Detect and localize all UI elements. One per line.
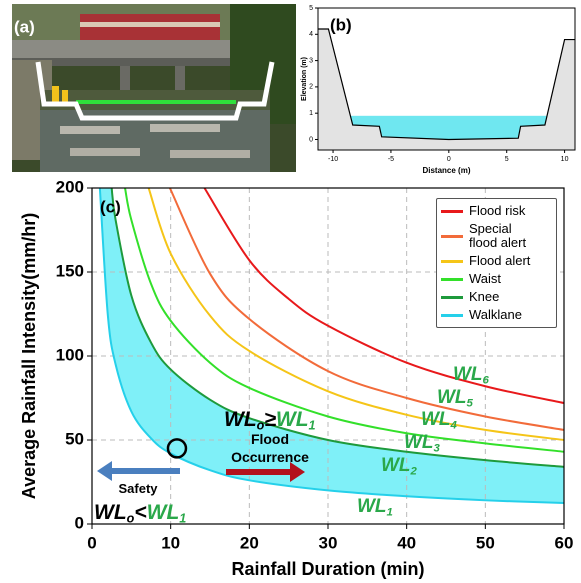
annotation-part: 2 [410, 466, 418, 478]
annotation-part: 4 [450, 420, 458, 432]
y-tick-label: 5 [309, 5, 313, 12]
legend-entry: Waist [437, 270, 556, 288]
annotation-part: WL [421, 409, 451, 430]
annotation-part: 3 [434, 443, 441, 455]
x-tick-label: 0 [87, 533, 96, 552]
annotation: Flood [251, 431, 289, 447]
legend-swatch [441, 278, 463, 281]
y-axis-label: Elevation (m) [301, 57, 308, 101]
x-axis-label: Rainfall Duration (min) [232, 559, 425, 579]
annotation-part: WL [94, 501, 127, 524]
annotation-part: 6 [483, 375, 490, 387]
legend-label: Special flood alert [469, 222, 539, 250]
annotation-part: 1 [179, 512, 186, 526]
annotation: WL4 [421, 409, 458, 432]
annotation-part: WL [404, 432, 434, 453]
y-tick-label: 50 [65, 429, 84, 448]
figure: (a) -10-50510012345Distance (m)Elevation… [0, 0, 581, 583]
annotation-part: WL [437, 387, 467, 408]
x-tick-label: -5 [388, 156, 394, 163]
legend-swatch [441, 314, 463, 317]
annotation-part: WL [357, 496, 387, 517]
y-tick-label: 1 [309, 110, 313, 117]
annotation-part: WL [453, 364, 483, 385]
x-tick-label: 60 [555, 533, 574, 552]
safety-arrow [97, 461, 180, 481]
panel-label: (b) [330, 15, 352, 34]
legend-swatch [441, 210, 463, 213]
panel-label: (a) [14, 17, 35, 36]
annotation-part: Safety [118, 481, 158, 496]
annotation-part: Occurrence [231, 449, 309, 465]
y-tick-label: 100 [56, 345, 84, 364]
annotation-part: WL [224, 408, 257, 431]
legend-entry: Flood alert [437, 252, 556, 270]
legend-label: Knee [469, 290, 499, 304]
legend-entry: Flood risk [437, 202, 556, 220]
x-tick-label: 0 [447, 156, 451, 163]
x-tick-label: 20 [240, 533, 259, 552]
x-tick-label: 30 [319, 533, 338, 552]
annotation-part: 1 [387, 507, 393, 519]
annotation-part: Flood [251, 431, 289, 447]
y-tick-label: 3 [309, 57, 313, 64]
legend-label: Walklane [469, 308, 522, 322]
annotation: Occurrence [231, 449, 309, 465]
annotation-part: ≥ [264, 408, 276, 431]
annotation-part: < [134, 501, 146, 524]
photo [12, 4, 296, 172]
annotation-part: WL [381, 455, 411, 476]
x-tick-label: 5 [505, 156, 509, 163]
x-tick-label: 10 [561, 156, 569, 163]
legend-swatch [441, 296, 463, 299]
legend-label: Flood alert [469, 254, 530, 268]
x-tick-label: 10 [161, 533, 180, 552]
legend-entry: Knee [437, 288, 556, 306]
legend-label: Flood risk [469, 204, 525, 218]
x-tick-label: 40 [397, 533, 416, 552]
annotation-part: 1 [309, 419, 316, 433]
x-tick-label: -10 [328, 156, 338, 163]
y-tick-label: 150 [56, 261, 84, 280]
annotation: WLo≥WL1 [224, 408, 316, 433]
legend-swatch [441, 235, 463, 238]
annotation: WL5 [437, 387, 474, 410]
y-tick-label: 4 [309, 31, 313, 38]
legend-entry: Walklane [437, 306, 556, 324]
annotation-part: WL [276, 408, 309, 431]
x-axis-label: Distance (m) [422, 166, 470, 175]
y-tick-label: 200 [56, 177, 84, 196]
legend-label: Waist [469, 272, 501, 286]
panel-label: (c) [100, 197, 121, 216]
annotation: Safety [118, 481, 158, 496]
y-tick-label: 0 [309, 136, 313, 143]
annotation: WL1 [357, 496, 393, 519]
legend-entry: Special flood alert [437, 220, 556, 252]
annotation-part: 5 [467, 398, 474, 410]
annotation-part: WL [147, 501, 180, 524]
y-axis-label: Average Rainfall Intensity(mm/hr) [19, 213, 39, 499]
annotation: WLo<WL1 [94, 501, 186, 526]
annotation: WL3 [404, 432, 441, 455]
legend: Flood risk Special flood alert Flood alert… [436, 198, 557, 328]
legend-swatch [441, 260, 463, 263]
x-tick-label: 50 [476, 533, 495, 552]
y-tick-label: 0 [75, 513, 84, 532]
y-tick-label: 2 [309, 84, 313, 91]
annotation: WL6 [453, 364, 490, 387]
